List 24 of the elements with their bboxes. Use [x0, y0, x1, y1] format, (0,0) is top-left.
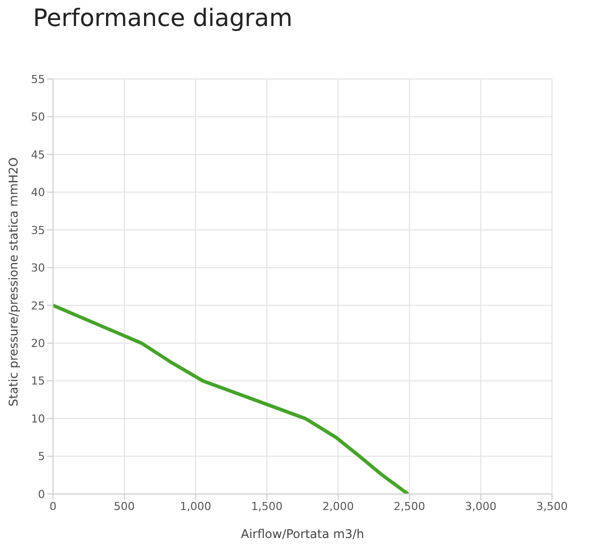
- x-tick-label: 2,000: [322, 500, 354, 513]
- y-tick-label: 15: [31, 374, 45, 388]
- y-tick-label: 45: [31, 148, 45, 162]
- y-axis-title: Static pressure/pressione statica mmH2O: [6, 157, 20, 406]
- y-tick-label: 20: [31, 336, 45, 350]
- y-tick-label: 35: [31, 224, 45, 237]
- y-tick-label: 55: [31, 72, 45, 86]
- x-tick-label: 1,500: [251, 500, 283, 513]
- y-tick-label: 0: [38, 488, 45, 501]
- y-tick-label: 5: [38, 450, 45, 464]
- x-tick-label: 3,500: [536, 500, 568, 513]
- line-series: [53, 304, 410, 494]
- x-tick-label: 500: [114, 500, 135, 513]
- x-tick-label: 2,500: [394, 500, 426, 513]
- x-axis-title: Airflow/Portata m3/h: [240, 527, 364, 541]
- y-tick-label: 30: [31, 262, 45, 275]
- x-tick-label: 1,000: [180, 500, 212, 513]
- y-tick-label: 40: [31, 186, 45, 200]
- x-tick-label: 0: [50, 500, 56, 513]
- y-tick-label: 50: [31, 110, 45, 124]
- x-tick-label: 3,000: [464, 500, 496, 513]
- y-tick-label: 25: [31, 299, 45, 312]
- chart-title: Performance diagram: [33, 4, 293, 32]
- y-tick-label: 10: [31, 412, 45, 426]
